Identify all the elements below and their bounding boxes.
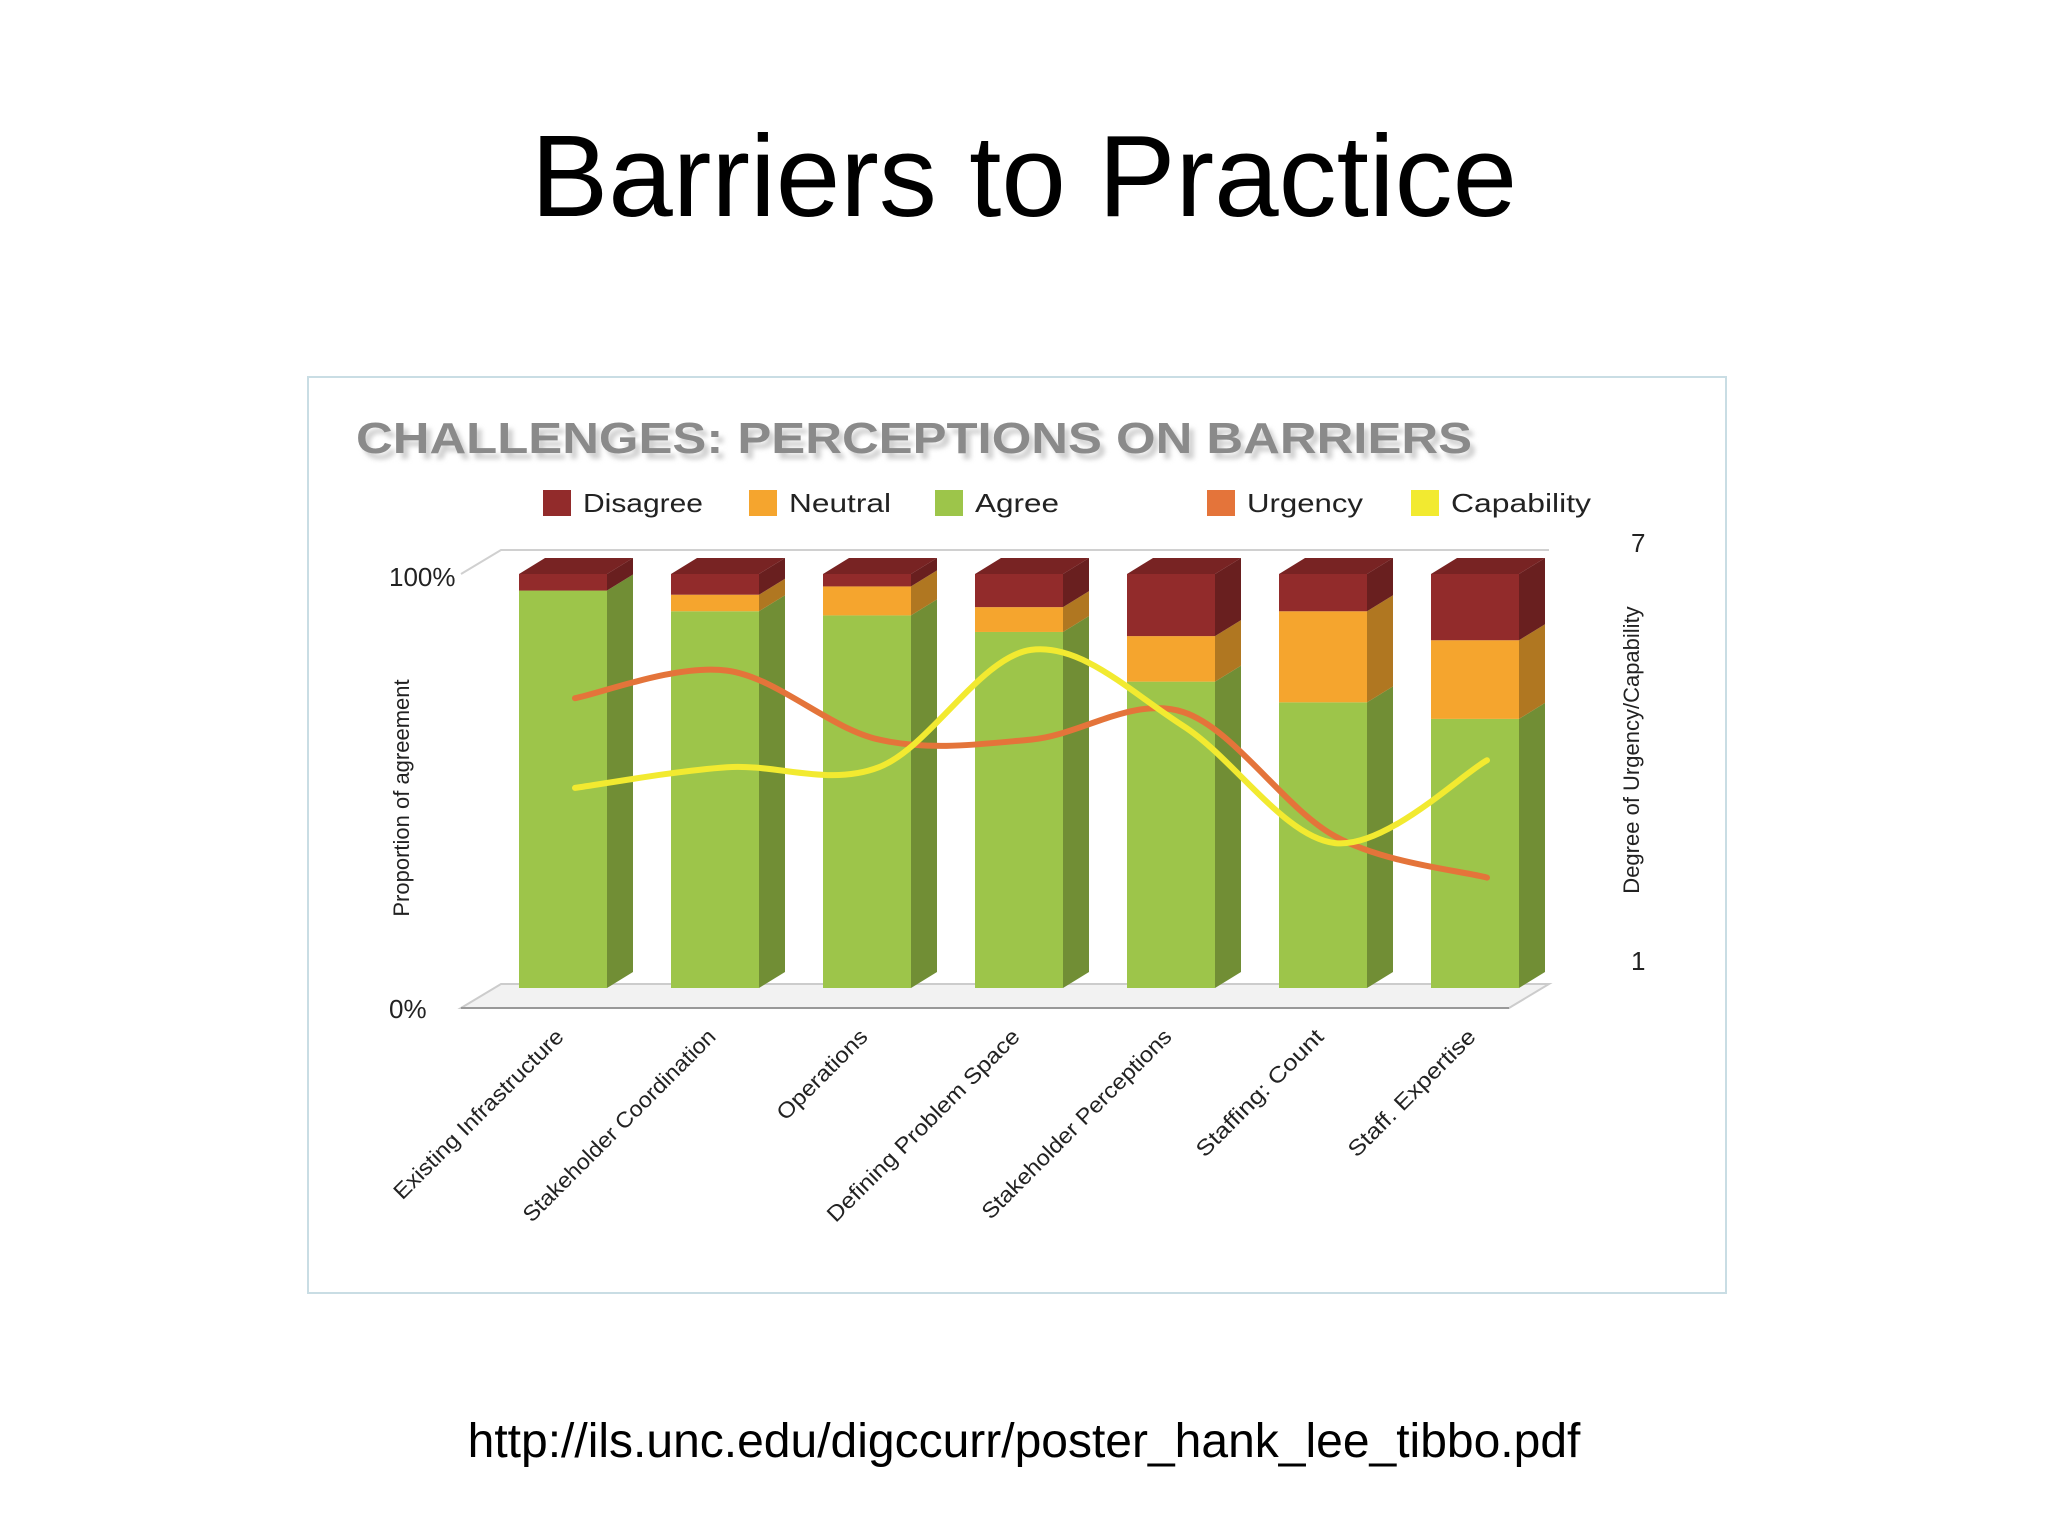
bar-2-disagree-side — [759, 558, 785, 595]
bar-6-agree-side — [1367, 686, 1393, 988]
legend-swatch-neutral — [749, 490, 777, 516]
bar-4 — [975, 558, 1089, 988]
bar-4-agree-front — [975, 631, 1063, 988]
bar-3-agree-front — [823, 615, 911, 988]
bar-3 — [823, 558, 937, 988]
legend-swatch-disagree — [543, 490, 571, 516]
bar-2-neutral-side — [759, 578, 785, 612]
bar-4-neutral-front — [975, 607, 1063, 632]
bar-5-top — [1127, 558, 1241, 574]
bar-7-disagree-front — [1431, 574, 1519, 641]
chart-title-shadow: CHALLENGES: PERCEPTIONS ON BARRIERS — [361, 420, 1477, 469]
bar-3-disagree-side — [911, 558, 937, 587]
category-label-3: Operations — [771, 1024, 872, 1125]
legend-label-agree: Agree — [975, 488, 1059, 518]
bar-2-top — [671, 558, 785, 574]
bar-2-agree-side — [759, 595, 785, 988]
source-url: http://ils.unc.edu/digccurr/poster_hank_… — [467, 1415, 1581, 1468]
back-wall-top-edge — [460, 549, 1549, 575]
bar-3-top — [823, 558, 937, 574]
legend-label-urgency: Urgency — [1247, 488, 1363, 518]
bar-7-agree-side — [1519, 702, 1545, 988]
legend-label-neutral: Neutral — [789, 488, 891, 518]
bar-3-neutral-front — [823, 586, 911, 616]
bar-5-neutral-side — [1215, 620, 1241, 682]
legend-swatch-capability — [1411, 490, 1439, 516]
bar-3-agree-side — [911, 599, 937, 988]
bar-5-agree-front — [1127, 681, 1215, 988]
y2-tick-1: 1 — [1631, 946, 1645, 976]
bar-1 — [519, 558, 633, 988]
bar-6-disagree-front — [1279, 574, 1367, 612]
bar-1-agree-front — [519, 590, 607, 988]
y-tick-100: 100% — [389, 562, 456, 592]
bars — [519, 558, 1545, 988]
bar-6-top — [1279, 558, 1393, 574]
bar-1-disagree-side — [607, 558, 633, 591]
bar-2-neutral-front — [671, 594, 759, 612]
legend-swatch-urgency — [1207, 490, 1235, 516]
bar-6-neutral-side — [1367, 595, 1393, 703]
category-label-6: Staffing: Count — [1191, 1024, 1329, 1162]
bar-2-disagree-front — [671, 574, 759, 595]
bar-7-neutral-side — [1519, 624, 1545, 719]
y-tick-0: 0% — [389, 994, 427, 1024]
chart-title-group: CHALLENGES: PERCEPTIONS ON BARRIERS CHAL… — [356, 414, 1477, 469]
bar-5-disagree-front — [1127, 574, 1215, 637]
axes: 100% 0% 7 1 Proportion of agreement Degree of… — [389, 528, 1645, 1024]
category-label-7: Staff. Expertise — [1343, 1024, 1481, 1162]
y2-axis-label: Degree of Urgency/Capability — [1619, 606, 1644, 893]
bar-7-neutral-front — [1431, 640, 1519, 719]
bar-3-disagree-front — [823, 574, 911, 587]
bar-1-disagree-front — [519, 574, 607, 591]
line-capability — [572, 646, 1490, 847]
legend-swatch-agree — [935, 490, 963, 516]
bar-6-neutral-front — [1279, 611, 1367, 703]
bar-4-agree-side — [1063, 615, 1089, 988]
bar-1-top — [519, 558, 633, 574]
bar-6 — [1279, 558, 1393, 988]
bar-4-disagree-side — [1063, 558, 1089, 608]
category-label-1: Existing Infrastructure — [388, 1024, 568, 1204]
trend-lines — [572, 646, 1490, 881]
slide-title: Barriers to Practice — [530, 111, 1518, 241]
legend-label-capability: Capability — [1451, 488, 1591, 518]
bar-5-disagree-side — [1215, 558, 1241, 637]
legend: Disagree Neutral Agree Urgency Capability — [543, 488, 1591, 518]
bar-4-top — [975, 558, 1089, 574]
bar-5-agree-side — [1215, 665, 1241, 988]
line-urgency — [572, 666, 1490, 881]
bar-5 — [1127, 558, 1241, 988]
bar-6-disagree-side — [1367, 558, 1393, 612]
bar-5-neutral-front — [1127, 636, 1215, 682]
bar-4-disagree-front — [975, 574, 1063, 608]
chart-title: CHALLENGES: PERCEPTIONS ON BARRIERS — [356, 414, 1472, 463]
legend-label-disagree: Disagree — [583, 488, 703, 518]
bar-3-neutral-side — [911, 570, 937, 616]
bar-7 — [1431, 558, 1545, 988]
bar-7-agree-front — [1431, 718, 1519, 988]
y2-tick-7: 7 — [1631, 528, 1645, 558]
plot-3d-frame — [457, 549, 1553, 1009]
bar-4-neutral-side — [1063, 591, 1089, 632]
barriers-chart: CHALLENGES: PERCEPTIONS ON BARRIERS CHAL… — [356, 414, 1645, 1227]
y-axis-label: Proportion of agreement — [389, 679, 414, 916]
bar-7-disagree-side — [1519, 558, 1545, 641]
chart-frame: CHALLENGES: PERCEPTIONS ON BARRIERS CHAL… — [307, 376, 1727, 1294]
bar-7-top — [1431, 558, 1545, 574]
